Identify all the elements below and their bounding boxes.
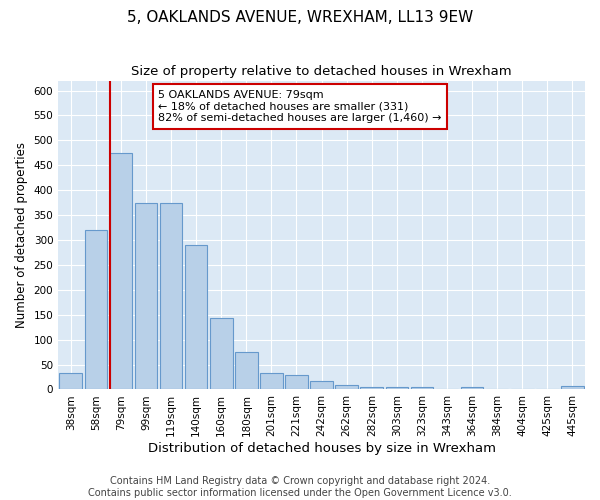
- Bar: [361, 387, 383, 390]
- Text: 5, OAKLANDS AVENUE, WREXHAM, LL13 9EW: 5, OAKLANDS AVENUE, WREXHAM, LL13 9EW: [127, 10, 473, 25]
- Bar: [461, 387, 484, 390]
- Bar: [285, 374, 308, 390]
- Title: Size of property relative to detached houses in Wrexham: Size of property relative to detached ho…: [131, 65, 512, 78]
- Bar: [210, 318, 233, 390]
- Bar: [134, 202, 157, 390]
- Bar: [410, 388, 433, 390]
- Bar: [110, 153, 132, 390]
- Bar: [335, 386, 358, 390]
- Bar: [160, 202, 182, 390]
- Bar: [59, 373, 82, 390]
- Bar: [235, 352, 257, 390]
- Y-axis label: Number of detached properties: Number of detached properties: [15, 142, 28, 328]
- Bar: [561, 386, 584, 390]
- Text: 5 OAKLANDS AVENUE: 79sqm
← 18% of detached houses are smaller (331)
82% of semi-: 5 OAKLANDS AVENUE: 79sqm ← 18% of detach…: [158, 90, 442, 123]
- X-axis label: Distribution of detached houses by size in Wrexham: Distribution of detached houses by size …: [148, 442, 496, 455]
- Text: Contains HM Land Registry data © Crown copyright and database right 2024.
Contai: Contains HM Land Registry data © Crown c…: [88, 476, 512, 498]
- Bar: [260, 373, 283, 390]
- Bar: [310, 381, 333, 390]
- Bar: [185, 245, 208, 390]
- Bar: [85, 230, 107, 390]
- Bar: [386, 387, 408, 390]
